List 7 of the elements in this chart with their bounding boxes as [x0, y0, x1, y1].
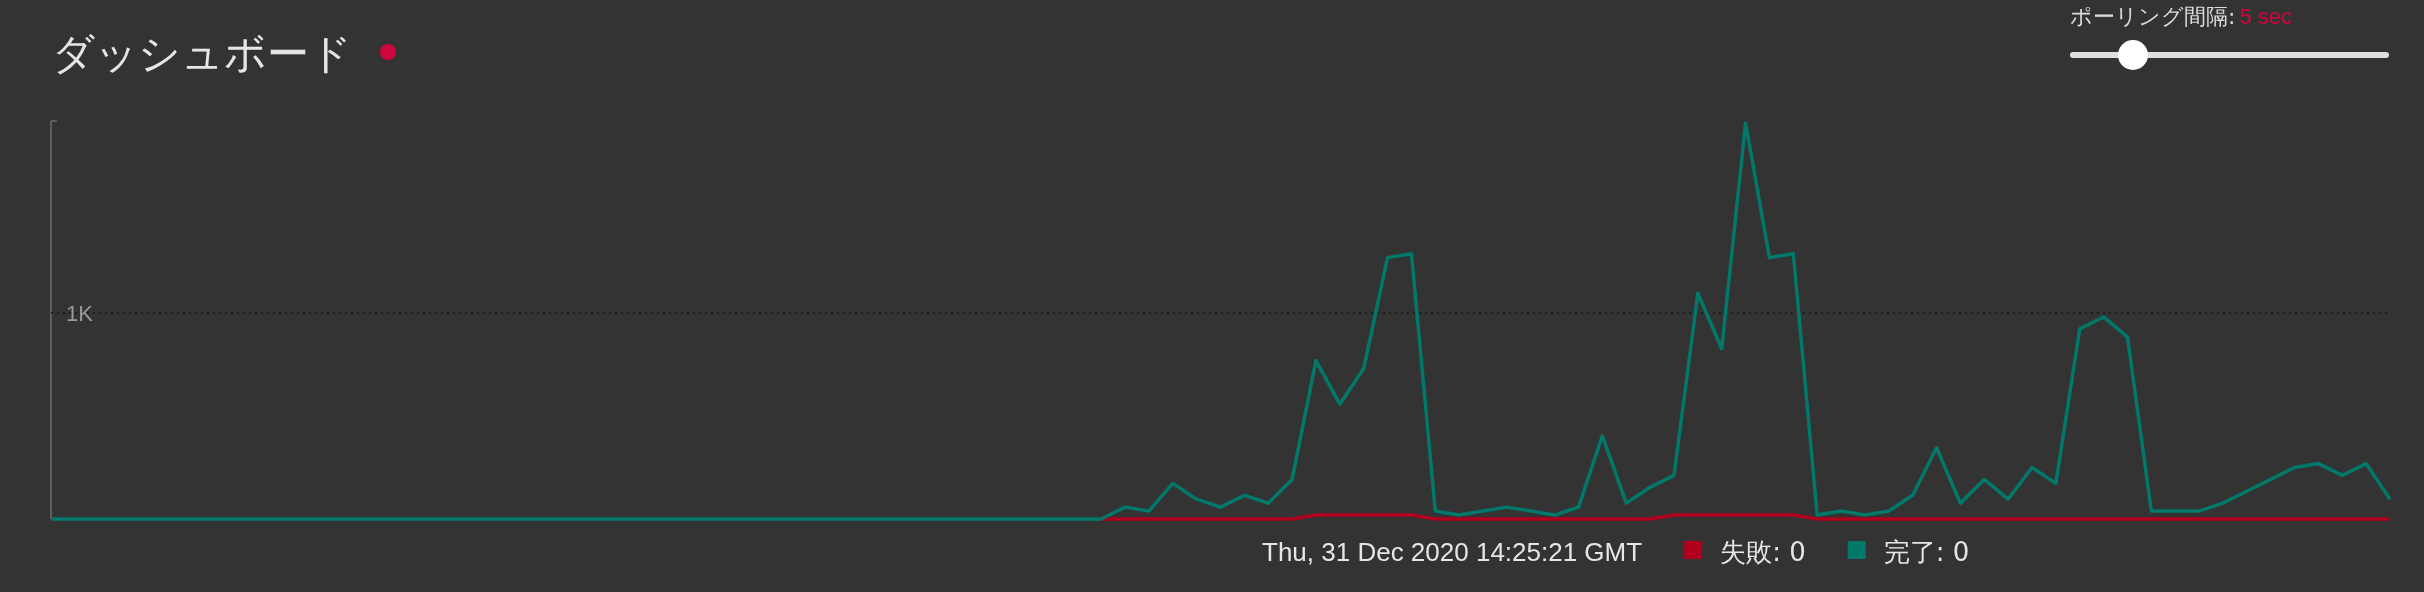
text: ポーリング間隔: [2070, 4, 2236, 29]
text: 5 sec [2239, 4, 2293, 29]
text: Thu, 31 Dec 2020 14:25:21 GMT [1262, 537, 1643, 567]
ref-line-label: 1K [66, 301, 94, 327]
chart-title: ダッシュボード [52, 29, 352, 78]
legend-label: 完了: 0 [1883, 537, 1970, 567]
legend-label: 失敗: 0 [1720, 537, 1806, 567]
